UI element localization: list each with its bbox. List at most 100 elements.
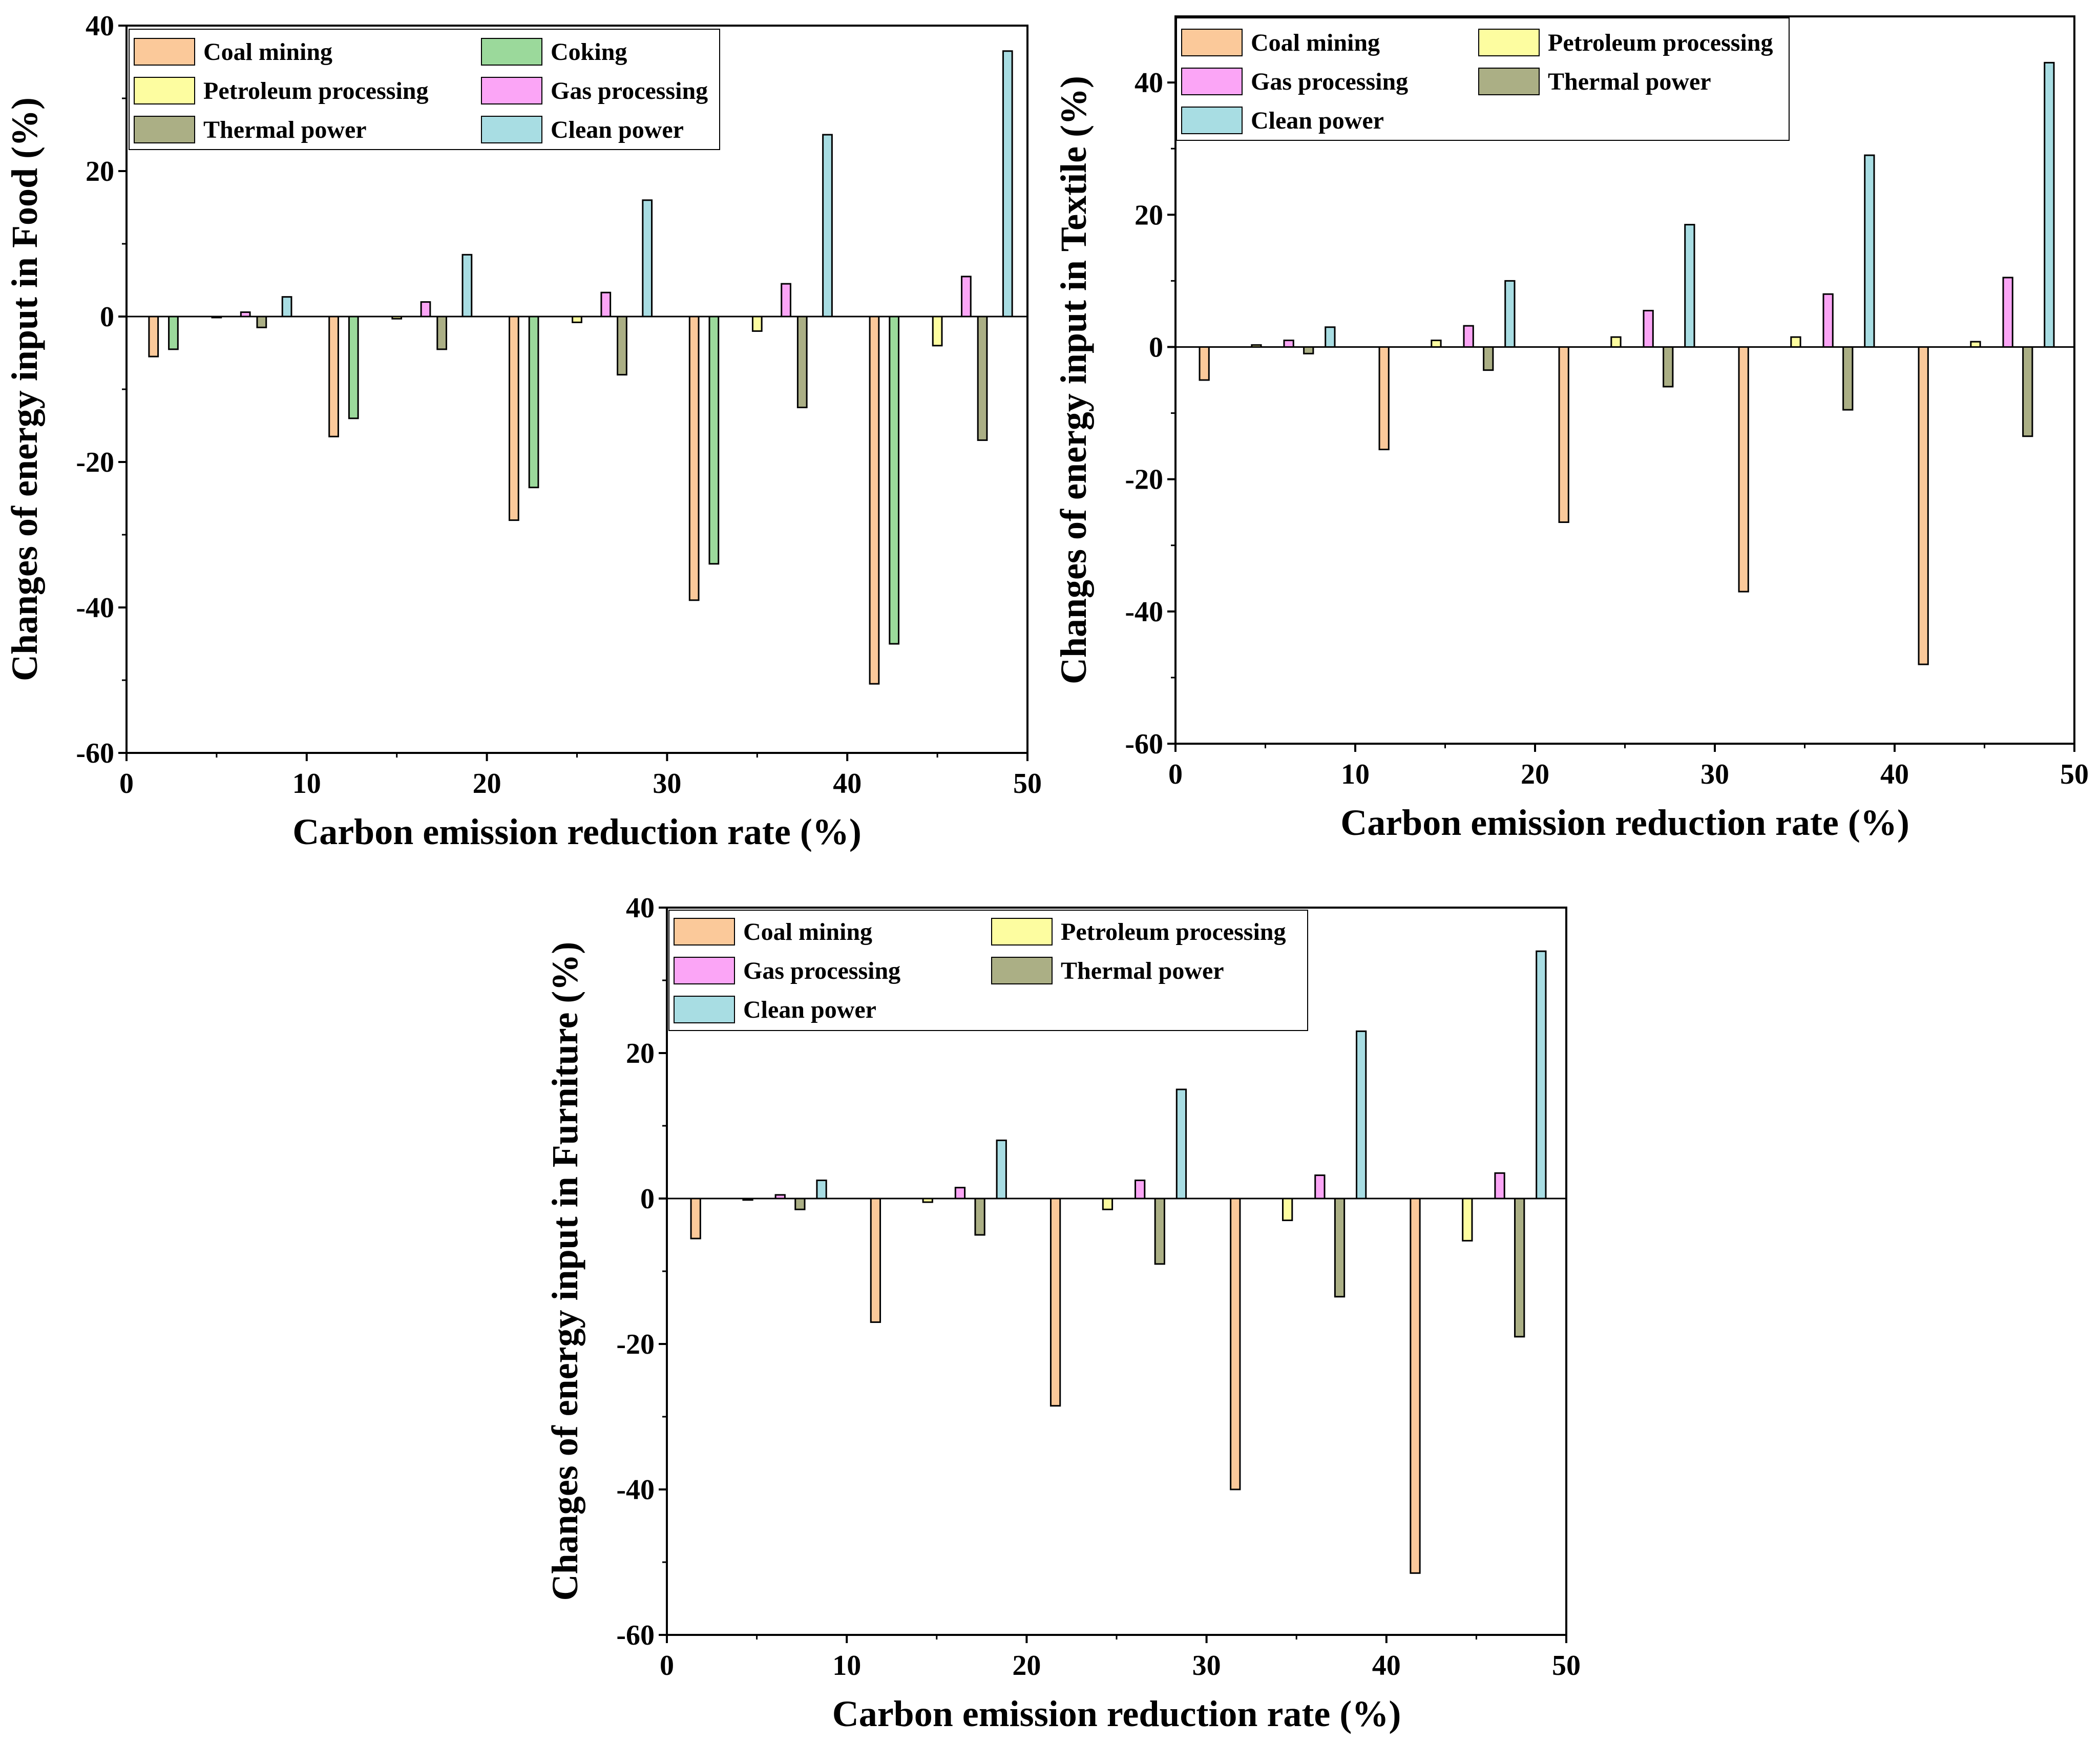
bar-coal-mining-50	[1410, 1197, 1421, 1574]
legend-swatch	[481, 116, 542, 143]
bar-petroleum-processing-50	[932, 316, 943, 347]
legend-label: Thermal power	[1061, 957, 1224, 984]
y-tick-label: -40	[616, 1474, 655, 1506]
chart-textile: -60 -40 -20 0 20 40 0 10 20 30 40 50 Carbon emission…	[1053, 15, 2089, 843]
x-tick-label: 50	[1552, 1650, 1581, 1682]
bar-gas-processing-20	[420, 301, 431, 318]
bar-gas-processing-20	[954, 1187, 966, 1200]
bar-thermal-power-40	[1842, 346, 1854, 411]
bar-coking-10	[168, 316, 179, 350]
y-axis-title: Changes of energy input in Textile (%)	[1053, 76, 1094, 684]
legend-swatch	[1181, 29, 1243, 56]
x-tick-label: 40	[1372, 1650, 1401, 1682]
bar-gas-processing-10	[1283, 340, 1294, 348]
bar-coal-mining-50	[1918, 346, 1929, 665]
legend-swatch	[481, 77, 542, 104]
y-tick-label: 0	[1149, 331, 1163, 363]
y-tick-label: -40	[1125, 596, 1163, 628]
bar-petroleum-processing-50	[1462, 1197, 1473, 1242]
bar-coking-20	[348, 316, 359, 419]
y-tick-label: -20	[1125, 464, 1163, 496]
legend-swatch	[134, 38, 195, 66]
x-axis-title: Carbon emission reduction rate (%)	[292, 811, 862, 852]
bar-coal-mining-10	[1199, 346, 1210, 381]
bar-gas-processing-30	[600, 291, 612, 318]
legend-swatch	[1181, 68, 1243, 95]
bar-clean-power-30	[1684, 224, 1695, 348]
legend-label: Thermal power	[1548, 68, 1711, 95]
legend-label: Petroleum processing	[1548, 29, 1773, 56]
x-tick-label: 50	[1013, 768, 1042, 800]
legend-box	[668, 910, 1308, 1031]
legend-swatch	[134, 116, 195, 143]
x-tick-label: 20	[1012, 1650, 1041, 1682]
x-axis-title: Carbon emission reduction rate (%)	[832, 1693, 1401, 1734]
bar-clean-power-50	[2044, 61, 2055, 348]
x-tick-label: 30	[1700, 759, 1729, 790]
bar-thermal-power-50	[1514, 1197, 1525, 1338]
bar-coal-mining-10	[148, 316, 159, 358]
bar-clean-power-10	[281, 296, 292, 318]
bar-coal-mining-20	[1378, 346, 1390, 451]
bar-petroleum-processing-40	[751, 316, 763, 332]
legend-label: Coal mining	[743, 918, 872, 945]
bar-gas-processing-20	[1463, 325, 1474, 348]
bar-clean-power-40	[822, 134, 833, 318]
bar-coking-30	[528, 316, 539, 489]
x-tick-label: 30	[653, 768, 681, 800]
bar-thermal-power-30	[1663, 346, 1674, 388]
legend-label: Clean power	[551, 116, 684, 143]
legend-label: Gas processing	[1251, 68, 1408, 95]
x-tick-label: 50	[2060, 759, 2089, 790]
x-tick-label: 10	[292, 768, 321, 800]
y-tick-label: -60	[616, 1620, 655, 1651]
bar-gas-processing-50	[2002, 277, 2013, 348]
bar-clean-power-30	[1175, 1088, 1187, 1200]
bar-coal-mining-10	[690, 1197, 701, 1239]
bar-clean-power-30	[642, 199, 653, 318]
bar-clean-power-40	[1864, 154, 1875, 348]
bar-thermal-power-40	[796, 316, 808, 408]
bar-petroleum-processing-30	[1610, 336, 1622, 348]
bar-gas-processing-10	[774, 1194, 786, 1200]
bar-coking-40	[708, 316, 720, 565]
y-tick-label: 40	[86, 10, 114, 42]
legend-label: Coking	[551, 38, 627, 66]
legend-label: Coal mining	[203, 38, 332, 66]
x-tick-label: 10	[1341, 759, 1370, 790]
bar-coking-50	[889, 316, 900, 645]
legend-swatch	[134, 77, 195, 104]
bar-coal-mining-30	[1558, 346, 1569, 523]
legend-swatch	[1181, 107, 1243, 134]
bar-petroleum-processing-50	[1970, 341, 1981, 348]
legend-label: Gas processing	[551, 77, 708, 104]
bar-clean-power-20	[996, 1139, 1007, 1200]
legend-label: Petroleum processing	[1061, 918, 1286, 945]
x-tick-label: 0	[660, 1650, 674, 1682]
bar-petroleum-processing-10	[1251, 344, 1262, 348]
legend-swatch	[1478, 68, 1540, 95]
bar-thermal-power-10	[1303, 346, 1314, 354]
legend-swatch	[991, 957, 1053, 984]
bar-petroleum-processing-10	[742, 1197, 753, 1201]
bar-petroleum-processing-20	[922, 1197, 933, 1203]
bar-gas-processing-30	[1135, 1180, 1146, 1200]
bar-thermal-power-30	[617, 316, 627, 376]
bar-thermal-power-30	[1154, 1197, 1165, 1265]
y-axis-title: Changes of energy input in Furniture (%)	[544, 942, 585, 1601]
bar-petroleum-processing-10	[211, 316, 222, 319]
bar-petroleum-processing-20	[391, 316, 403, 320]
x-axis-title: Carbon emission reduction rate (%)	[1340, 802, 1909, 843]
bar-clean-power-50	[1002, 50, 1013, 318]
bar-gas-processing-30	[1643, 309, 1654, 348]
bar-thermal-power-10	[256, 316, 267, 328]
legend-swatch	[674, 918, 735, 945]
y-tick-label: 20	[1135, 199, 1163, 231]
y-tick-label: 40	[1135, 67, 1163, 99]
y-tick-label: 20	[626, 1038, 655, 1069]
bar-clean-power-10	[816, 1180, 827, 1200]
legend-label: Coal mining	[1251, 29, 1380, 56]
bar-thermal-power-20	[974, 1197, 985, 1236]
bar-thermal-power-20	[1483, 346, 1494, 371]
